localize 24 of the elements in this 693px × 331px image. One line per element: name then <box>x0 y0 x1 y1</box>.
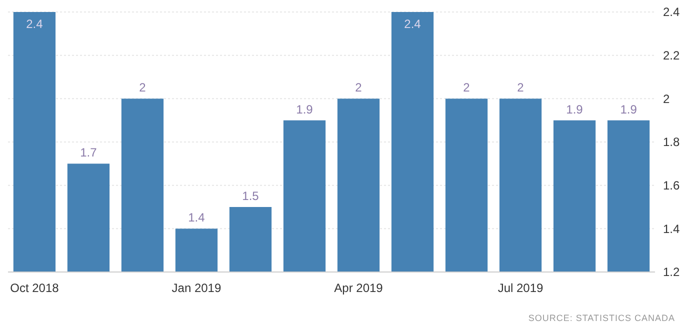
x-tick-label: Jan 2019 <box>172 281 222 295</box>
y-tick-label: 1.8 <box>663 135 680 150</box>
data-label: 2.4 <box>404 17 422 31</box>
x-tick-label: Apr 2019 <box>334 281 384 295</box>
y-tick-label: 1.2 <box>663 265 680 280</box>
data-label: 2 <box>355 80 362 95</box>
data-label: 2.4 <box>26 17 44 31</box>
data-label: 1.4 <box>188 210 206 225</box>
y-tick-label: 2.4 <box>663 5 680 20</box>
y-tick-label: 2.2 <box>663 48 680 63</box>
data-label: 1.5 <box>242 189 260 203</box>
y-tick-label: 1.6 <box>663 178 680 193</box>
x-tick-label: Oct 2018 <box>10 281 60 295</box>
source-note: SOURCE: STATISTICS CANADA <box>528 313 675 323</box>
data-label: 2 <box>517 80 524 95</box>
data-label: 1.9 <box>566 102 584 116</box>
data-label: 1.9 <box>296 102 314 116</box>
x-tick-label: Jul 2019 <box>498 281 544 295</box>
data-label: 1.9 <box>620 102 638 116</box>
data-label: 2 <box>463 80 470 95</box>
data-label: 1.7 <box>80 146 98 160</box>
data-label: 2 <box>139 80 146 95</box>
y-tick-label: 1.4 <box>663 222 680 236</box>
y-tick-label: 2 <box>663 92 670 106</box>
